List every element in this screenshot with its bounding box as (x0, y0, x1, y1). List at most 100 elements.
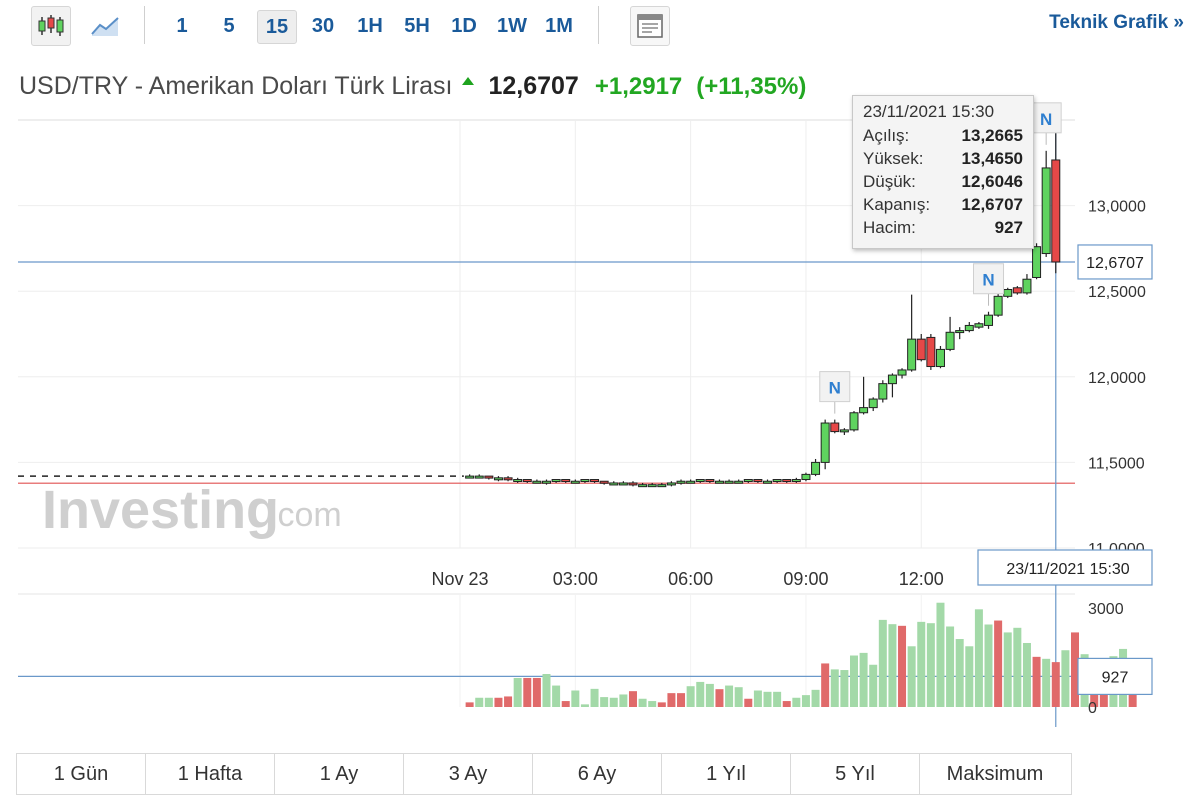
range-6-ay[interactable]: 6 Ay (533, 754, 662, 794)
volume-bar (792, 697, 801, 707)
candle-body (984, 314, 994, 326)
volume-bar (1022, 642, 1031, 707)
range-5-yil[interactable]: 5 Yıl (791, 754, 920, 794)
interval-1h[interactable]: 1H (357, 15, 383, 37)
volume-bar (782, 701, 791, 707)
news-markers: N N N (819, 102, 1062, 414)
volume-bar (725, 685, 734, 707)
candle-body (782, 479, 792, 483)
candles (465, 125, 1061, 488)
candle (676, 479, 686, 485)
candle (503, 476, 513, 482)
news-marker: N (973, 263, 1005, 306)
interval-5[interactable]: 5 (223, 15, 235, 37)
candle-body (1012, 287, 1022, 294)
candle-body (580, 479, 590, 483)
tooltip-date: 23/11/2021 15:30 (863, 102, 995, 121)
volume-bar (773, 691, 782, 707)
chart-settings-icon[interactable] (630, 6, 670, 46)
volume-bar (561, 701, 570, 707)
candle (859, 376, 869, 415)
volume-bar (667, 693, 676, 707)
candle (811, 458, 821, 477)
time-tick-label: 06:00 (668, 569, 713, 589)
candle (753, 479, 763, 483)
volume-bar (849, 655, 858, 707)
news-marker: N (1030, 102, 1062, 145)
news-marker-box (1030, 102, 1062, 134)
price-chart[interactable]: Investing.com 11,000011,500012,000012,50… (0, 0, 1200, 745)
candle (532, 479, 542, 484)
volume-bar (1003, 632, 1012, 707)
candle-body (935, 348, 945, 368)
news-marker-label: N (1040, 110, 1052, 129)
news-marker-box (973, 263, 1005, 295)
interval-1d[interactable]: 1D (451, 15, 477, 37)
tooltip-value: 13,2665 (961, 126, 1023, 145)
candle (887, 373, 897, 398)
candle-body (791, 479, 801, 483)
range-3-ay[interactable]: 3 Ay (404, 754, 533, 794)
watermark-brand: Investing (42, 480, 279, 540)
candle-body (753, 479, 763, 483)
candlestick-chart-icon[interactable] (31, 6, 71, 46)
candle (513, 477, 523, 483)
range-1-hafta[interactable]: 1 Hafta (146, 754, 275, 794)
instrument-name: USD/TRY - Amerikan Doları Türk Lirası (19, 72, 453, 100)
line-chart-icon[interactable] (86, 6, 124, 44)
candle-body (724, 480, 734, 484)
candle-body (955, 330, 965, 334)
volume-bars (465, 602, 1137, 707)
price-change-percent: (+11,35%) (696, 72, 807, 100)
candle (522, 479, 532, 483)
candle (868, 397, 878, 412)
volume-bar (648, 701, 657, 707)
price-tick-label: 12,5000 (1088, 284, 1146, 301)
volume-bar (840, 670, 849, 707)
volume-bar (465, 702, 474, 707)
candle (493, 476, 503, 482)
current-volume-box (1077, 657, 1153, 696)
volume-bar (638, 698, 647, 707)
candle-body (820, 422, 830, 463)
volume-bar (484, 697, 493, 707)
interval-1m[interactable]: 1M (545, 15, 573, 37)
candle-body (657, 484, 667, 488)
interval-1w[interactable]: 1W (497, 15, 527, 37)
range-1-yil[interactable]: 1 Yıl (662, 754, 791, 794)
candle (628, 481, 638, 487)
candle (763, 479, 773, 484)
quote-header: USD/TRY - Amerikan Doları Türk Lirası 12,… (19, 72, 806, 106)
candle-body (897, 369, 907, 376)
candle (705, 479, 715, 483)
volume-bar (888, 624, 897, 707)
volume-bar (763, 691, 772, 707)
candle-body (561, 479, 571, 483)
candle (935, 345, 945, 369)
range-1-gun[interactable]: 1 Gün (17, 754, 146, 794)
range-maksimum[interactable]: Maksimum (920, 754, 1070, 794)
tooltip-label: Hacim: (863, 218, 916, 237)
teknik-grafik-link[interactable]: Teknik Grafik » (1049, 12, 1184, 33)
candle-body (686, 480, 696, 484)
volume-tick-label: 0 (1088, 700, 1097, 717)
price-tick-label: 12,0000 (1088, 370, 1146, 387)
volume-bar (801, 695, 810, 707)
current-price-box (1077, 244, 1153, 280)
candle-body (907, 338, 917, 371)
interval-1[interactable]: 1 (176, 15, 188, 37)
volume-bar (1051, 662, 1060, 707)
candle (1041, 150, 1051, 257)
candle (542, 479, 551, 485)
range-1-ay[interactable]: 1 Ay (275, 754, 404, 794)
candle-body (638, 484, 648, 488)
interval-30[interactable]: 30 (311, 15, 335, 37)
candle-body (522, 479, 532, 483)
interval-5h[interactable]: 5H (404, 15, 430, 37)
volume-bar (907, 646, 916, 707)
interval-15[interactable]: 15 (257, 10, 297, 44)
candle-body (532, 480, 542, 484)
candle (897, 368, 907, 379)
candle (599, 480, 609, 485)
candle-body (714, 480, 724, 484)
